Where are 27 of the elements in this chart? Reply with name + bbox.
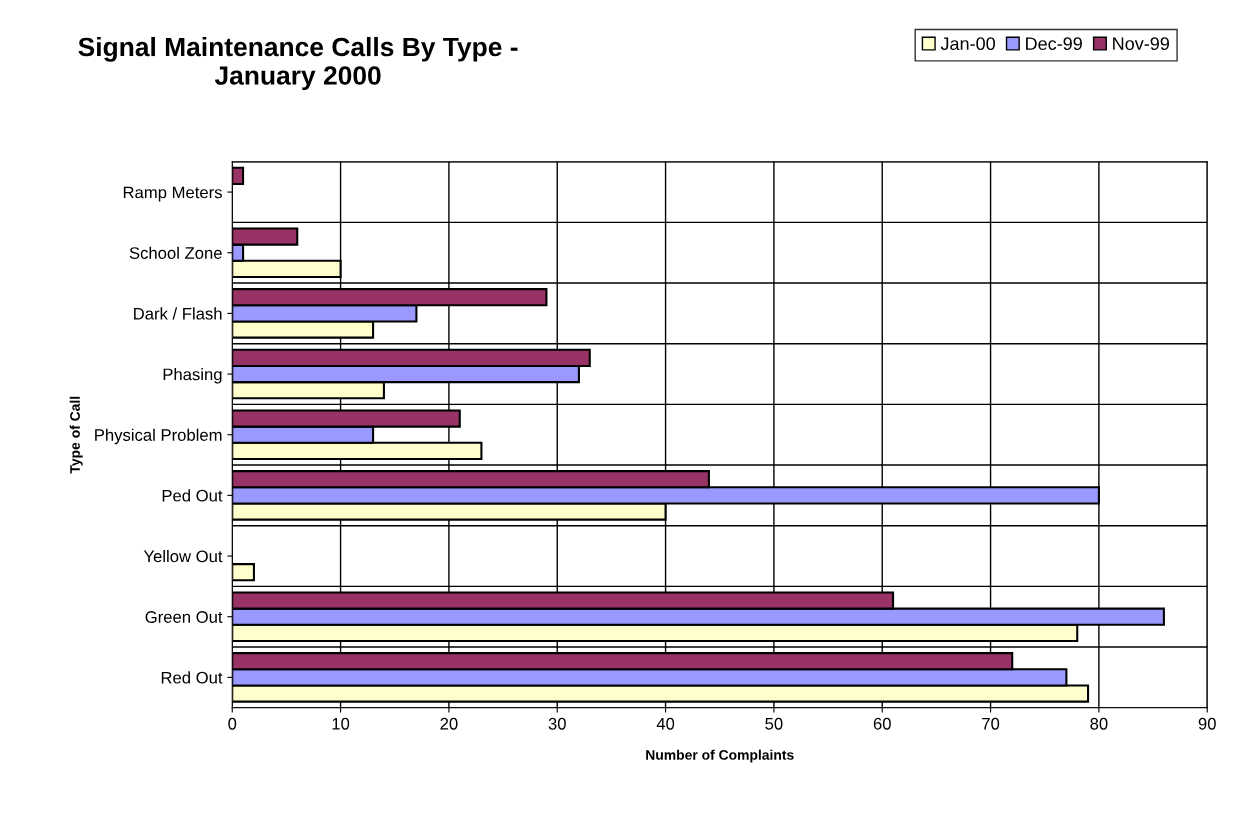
y-tick-label: Dark / Flash — [134, 307, 222, 320]
bar — [232, 563, 255, 582]
x-tick-label: 40 — [656, 717, 675, 730]
x-tick-label: 70 — [982, 717, 1000, 730]
y-tick-label: Ped Out — [162, 489, 223, 502]
x-tick-label: 30 — [548, 717, 566, 730]
x-tick-label: 0 — [228, 717, 237, 730]
y-tick-label: Red Out — [161, 671, 223, 684]
legend-label: Jan-00 — [940, 37, 995, 51]
x-tick-label: 50 — [765, 717, 783, 730]
y-tick-label: Physical Problem — [95, 428, 222, 445]
y-tick-label: Ramp Meters — [123, 186, 222, 202]
y-tick-label: Yellow Out — [143, 550, 223, 563]
legend-label: Nov-99 — [1113, 37, 1170, 51]
x-tick-label: 90 — [1198, 717, 1216, 730]
x-tick-label: 60 — [873, 717, 891, 730]
y-tick-label: Green Out — [145, 611, 223, 623]
x-tick-label: 20 — [440, 717, 458, 730]
x-tick-label: 80 — [1090, 717, 1108, 730]
y-tick-label: School Zone — [129, 246, 222, 259]
legend-label: Dec-99 — [1026, 37, 1082, 51]
y-axis-title: Type of Call — [69, 396, 83, 474]
x-tick-label: 10 — [332, 717, 350, 730]
bar — [232, 166, 245, 186]
y-tick-label: Phasing — [163, 368, 222, 384]
x-axis-title: Number of Complaints — [646, 749, 794, 763]
chart-title: Signal Maintenance Calls By Type - January 2000 — [78, 36, 518, 91]
